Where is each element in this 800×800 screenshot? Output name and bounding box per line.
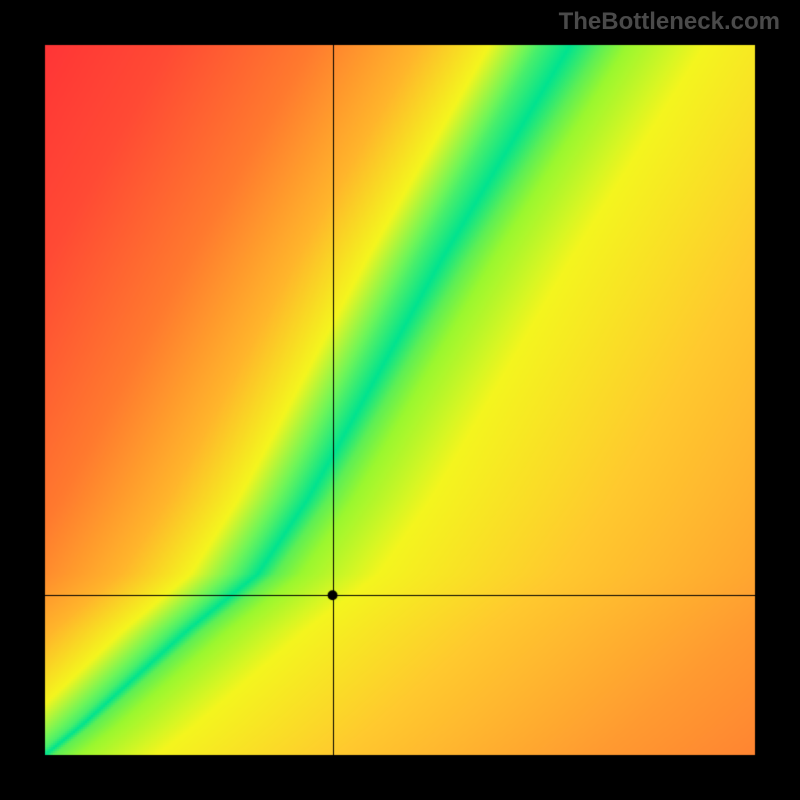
bottleneck-heatmap <box>0 0 800 800</box>
watermark-text: TheBottleneck.com <box>559 8 780 36</box>
figure-container: TheBottleneck.com <box>0 0 800 800</box>
